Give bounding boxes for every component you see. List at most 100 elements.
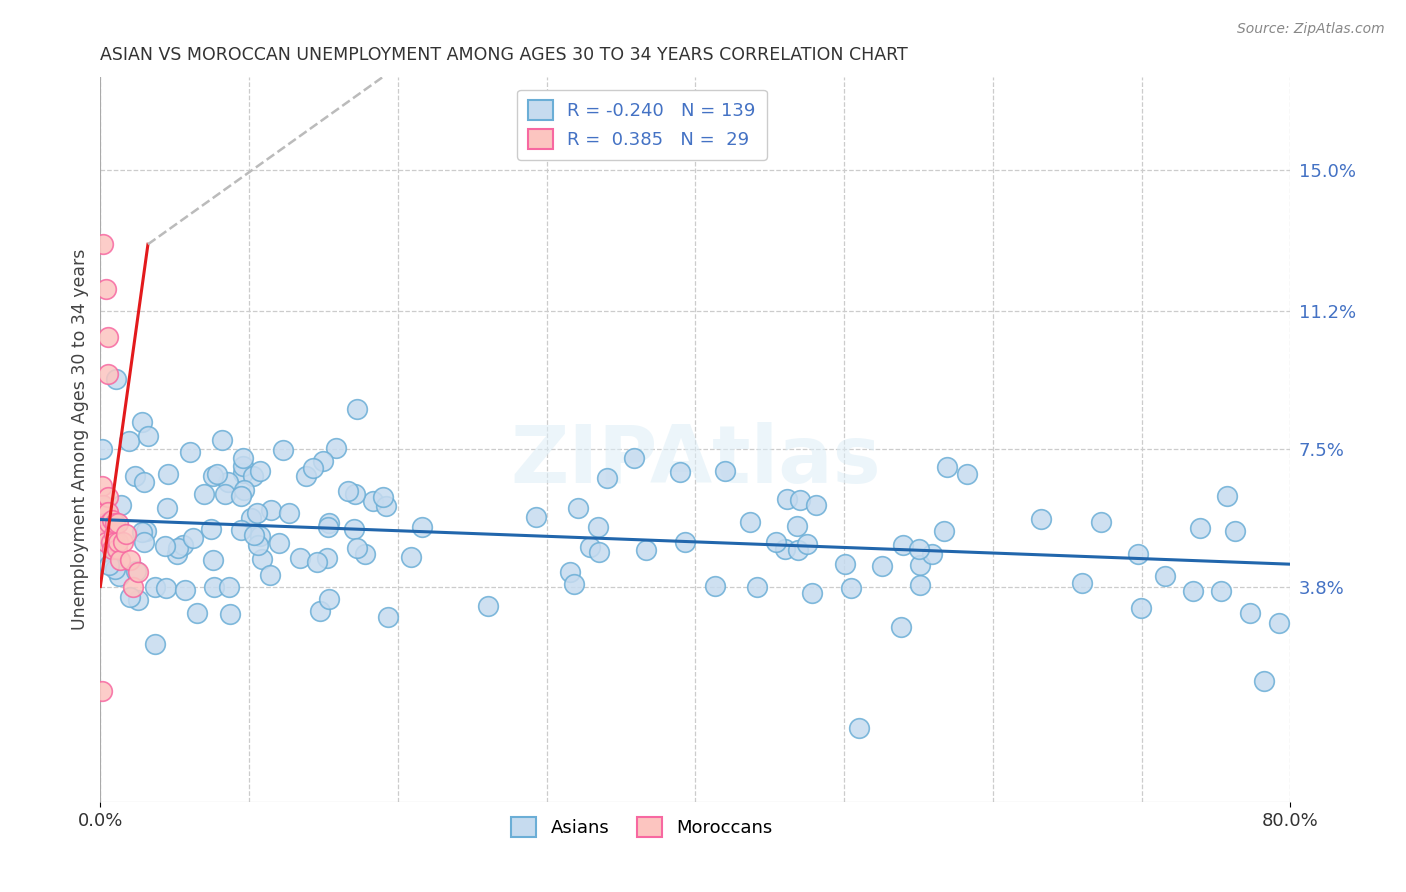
Text: Source: ZipAtlas.com: Source: ZipAtlas.com <box>1237 22 1385 37</box>
Point <box>806 498 828 512</box>
Point <box>588 545 610 559</box>
Point <box>273 442 295 457</box>
Point <box>1129 600 1152 615</box>
Point <box>302 461 325 475</box>
Point <box>97 505 120 519</box>
Point <box>745 580 768 594</box>
Point <box>156 467 179 481</box>
Point <box>373 490 395 504</box>
Point <box>562 577 585 591</box>
Point <box>98 516 121 531</box>
Point <box>181 531 204 545</box>
Point <box>201 468 224 483</box>
Point <box>318 516 340 530</box>
Point <box>94 500 117 515</box>
Point <box>97 368 120 382</box>
Point <box>775 492 797 507</box>
Point <box>97 330 120 344</box>
Point <box>316 520 339 534</box>
Point <box>118 434 141 448</box>
Point <box>801 586 824 600</box>
Point <box>186 606 208 620</box>
Point <box>377 610 399 624</box>
Point <box>343 522 366 536</box>
Point <box>773 541 796 556</box>
Point <box>96 282 118 296</box>
Point <box>90 479 112 493</box>
Point <box>560 565 582 579</box>
Point <box>316 550 339 565</box>
Point <box>94 516 117 531</box>
Point <box>240 511 263 525</box>
Point <box>91 237 114 252</box>
Point <box>789 492 811 507</box>
Point <box>246 538 269 552</box>
Point <box>908 541 931 556</box>
Point <box>249 529 271 543</box>
Point <box>90 683 112 698</box>
Point <box>101 542 124 557</box>
Point <box>567 501 589 516</box>
Point <box>1239 606 1261 620</box>
Point <box>90 544 112 558</box>
Point <box>172 538 194 552</box>
Point <box>94 527 117 541</box>
Point <box>1070 575 1092 590</box>
Point <box>156 501 179 516</box>
Point <box>267 536 290 550</box>
Point <box>217 475 239 489</box>
Point <box>786 518 808 533</box>
Point <box>586 519 609 533</box>
Point <box>90 442 112 456</box>
Point <box>155 540 177 554</box>
Point <box>107 534 129 549</box>
Point <box>277 506 299 520</box>
Point <box>143 580 166 594</box>
Point <box>231 489 253 503</box>
Point <box>704 579 727 593</box>
Point <box>111 534 134 549</box>
Legend: Asians, Moroccans: Asians, Moroccans <box>503 810 780 844</box>
Point <box>361 493 384 508</box>
Point <box>105 542 128 557</box>
Point <box>259 502 281 516</box>
Point <box>214 487 236 501</box>
Point <box>114 527 136 541</box>
Point <box>908 577 931 591</box>
Point <box>312 454 335 468</box>
Point <box>245 506 267 520</box>
Point <box>211 434 233 448</box>
Point <box>96 534 118 549</box>
Point <box>120 590 142 604</box>
Point <box>91 498 114 512</box>
Point <box>841 581 863 595</box>
Text: ZIPAtlas: ZIPAtlas <box>510 422 880 500</box>
Point <box>921 547 943 561</box>
Point <box>623 450 645 465</box>
Point <box>193 487 215 501</box>
Point <box>890 620 912 634</box>
Point <box>136 429 159 443</box>
Point <box>135 524 157 538</box>
Point <box>1182 583 1205 598</box>
Point <box>955 467 977 482</box>
Point <box>634 543 657 558</box>
Point <box>936 460 959 475</box>
Point <box>673 535 696 549</box>
Point <box>848 721 870 735</box>
Point <box>249 464 271 478</box>
Point <box>932 524 955 538</box>
Point <box>872 558 894 573</box>
Point <box>288 550 311 565</box>
Point <box>108 553 131 567</box>
Point <box>94 505 117 519</box>
Point <box>250 551 273 566</box>
Point <box>101 512 124 526</box>
Point <box>122 580 145 594</box>
Point <box>1268 616 1291 631</box>
Point <box>127 565 149 579</box>
Point <box>243 528 266 542</box>
Point <box>205 467 228 482</box>
Point <box>309 604 332 618</box>
Point <box>233 483 256 497</box>
